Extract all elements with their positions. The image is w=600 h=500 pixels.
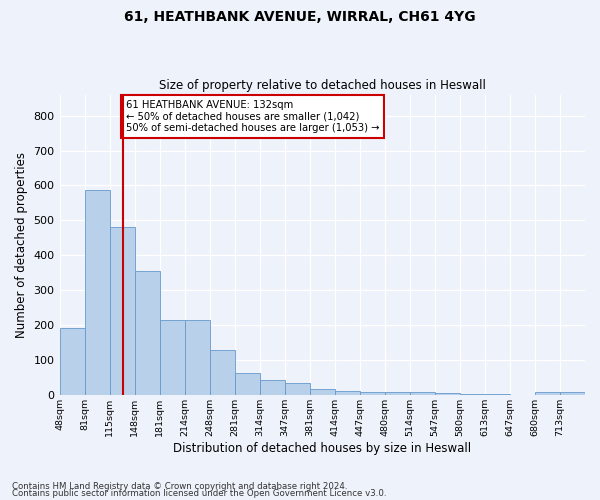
Bar: [360, 392, 385, 396]
Bar: [335, 391, 360, 396]
Text: Contains HM Land Registry data © Crown copyright and database right 2024.: Contains HM Land Registry data © Crown c…: [12, 482, 347, 491]
Bar: [59, 328, 85, 396]
Text: 61 HEATHBANK AVENUE: 132sqm
← 50% of detached houses are smaller (1,042)
50% of : 61 HEATHBANK AVENUE: 132sqm ← 50% of det…: [126, 100, 379, 133]
Bar: [510, 394, 535, 396]
Bar: [560, 392, 585, 396]
Y-axis label: Number of detached properties: Number of detached properties: [15, 152, 28, 338]
Bar: [134, 271, 160, 396]
Bar: [485, 394, 510, 396]
Bar: [285, 383, 310, 396]
Bar: [410, 392, 435, 396]
Bar: [110, 228, 134, 396]
Bar: [185, 320, 209, 396]
Bar: [385, 392, 410, 396]
Bar: [235, 372, 260, 396]
Title: Size of property relative to detached houses in Heswall: Size of property relative to detached ho…: [159, 79, 486, 92]
Bar: [85, 190, 110, 396]
Text: Contains public sector information licensed under the Open Government Licence v3: Contains public sector information licen…: [12, 489, 386, 498]
X-axis label: Distribution of detached houses by size in Heswall: Distribution of detached houses by size …: [173, 442, 472, 455]
Bar: [209, 350, 235, 396]
Bar: [435, 393, 460, 396]
Bar: [310, 390, 335, 396]
Bar: [260, 380, 285, 396]
Bar: [535, 392, 560, 396]
Bar: [460, 394, 485, 396]
Bar: [160, 320, 185, 396]
Text: 61, HEATHBANK AVENUE, WIRRAL, CH61 4YG: 61, HEATHBANK AVENUE, WIRRAL, CH61 4YG: [124, 10, 476, 24]
